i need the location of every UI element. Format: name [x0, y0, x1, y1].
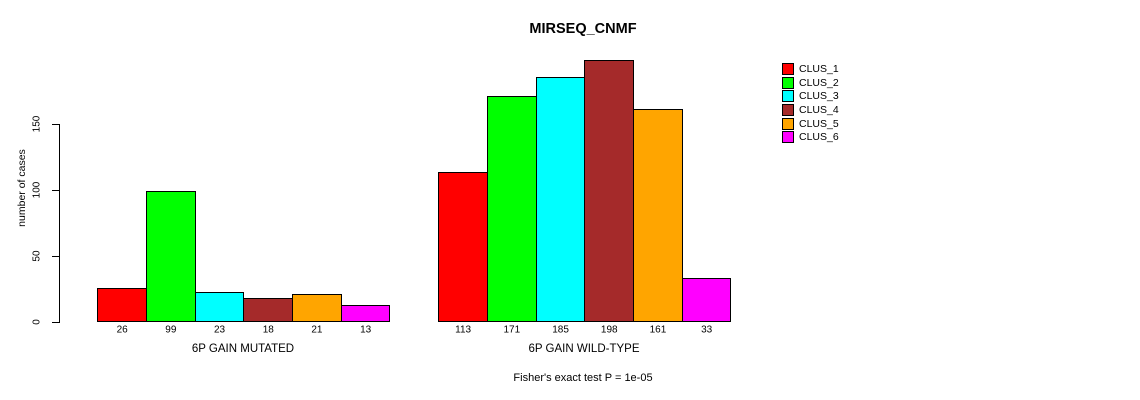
chart-title: MIRSEQ_CNMF: [529, 21, 637, 37]
bar-clus_2-group1: [146, 190, 196, 322]
legend-label: CLUS_2: [799, 76, 839, 89]
y-axis-line: [59, 123, 60, 323]
bar-clus_1-group1: [97, 287, 147, 322]
bar-value-label: 113: [455, 324, 472, 336]
bar-clus_5-group1: [292, 294, 342, 322]
legend-label: CLUS_3: [799, 90, 839, 103]
legend-swatch-icon: [782, 103, 794, 116]
fisher-test-annotation: Fisher's exact test P = 1e-05: [513, 372, 653, 384]
legend-item-clus_2: CLUS_2: [782, 76, 839, 90]
x-group-label-mutated: 6P GAIN MUTATED: [191, 343, 295, 355]
y-axis-label: number of cases: [16, 149, 28, 227]
bar-clus_4-group1: [243, 298, 294, 322]
bar-clus_6-group2: [681, 278, 732, 322]
bar-value-label: 33: [701, 324, 713, 336]
bar-clus_5-group2: [633, 108, 683, 322]
y-axis-tick: [52, 255, 59, 257]
y-axis-tick: [52, 123, 59, 125]
y-axis-tick-label: 150: [31, 115, 43, 132]
legend-label: CLUS_1: [799, 62, 839, 75]
legend-label: CLUS_4: [799, 103, 839, 116]
y-axis-tick: [52, 322, 59, 323]
legend-swatch-icon: [782, 62, 794, 75]
bar-clus_4-group2: [584, 59, 635, 322]
legend-swatch-icon: [782, 117, 794, 130]
legend-label: CLUS_6: [799, 131, 839, 144]
bar-value-label: 13: [360, 324, 372, 336]
bar-clus_2-group2: [487, 95, 537, 322]
y-axis-tick: [52, 189, 59, 191]
legend-item-clus_4: CLUS_4: [782, 103, 839, 117]
legend: CLUS_1 CLUS_2 CLUS_3 CLUS_4 CLUS_5 CLUS_6: [782, 62, 839, 144]
y-axis-tick-label: 50: [31, 250, 43, 262]
bar-value-label: 161: [649, 324, 667, 336]
bar-value-label: 99: [165, 324, 177, 336]
bar-clus_1-group2: [438, 172, 488, 322]
legend-item-clus_5: CLUS_5: [782, 117, 839, 131]
legend-swatch-icon: [782, 131, 794, 144]
legend-label: CLUS_5: [799, 117, 839, 130]
legend-item-clus_1: CLUS_1: [782, 62, 839, 76]
bar-value-label: 21: [311, 324, 323, 336]
bar-value-label: 198: [600, 324, 618, 336]
bar-value-label: 171: [503, 324, 521, 336]
bar-value-label: 185: [552, 324, 569, 336]
legend-item-clus_3: CLUS_3: [782, 89, 839, 103]
legend-swatch-icon: [782, 90, 794, 103]
bar-value-label: 18: [262, 324, 274, 336]
bar-value-label: 23: [213, 324, 226, 336]
bar-clus_6-group1: [340, 304, 391, 322]
x-group-label-wild-type: 6P GAIN WILD-TYPE: [528, 343, 640, 355]
legend-item-clus_6: CLUS_6: [782, 130, 839, 144]
bar-clus_3-group2: [535, 77, 586, 322]
bar-clus_3-group1: [194, 291, 245, 322]
y-axis-tick-label: 100: [31, 181, 43, 198]
bar-value-label: 26: [116, 324, 128, 336]
legend-swatch-icon: [782, 76, 794, 89]
y-axis-tick-label: 0: [31, 319, 43, 325]
